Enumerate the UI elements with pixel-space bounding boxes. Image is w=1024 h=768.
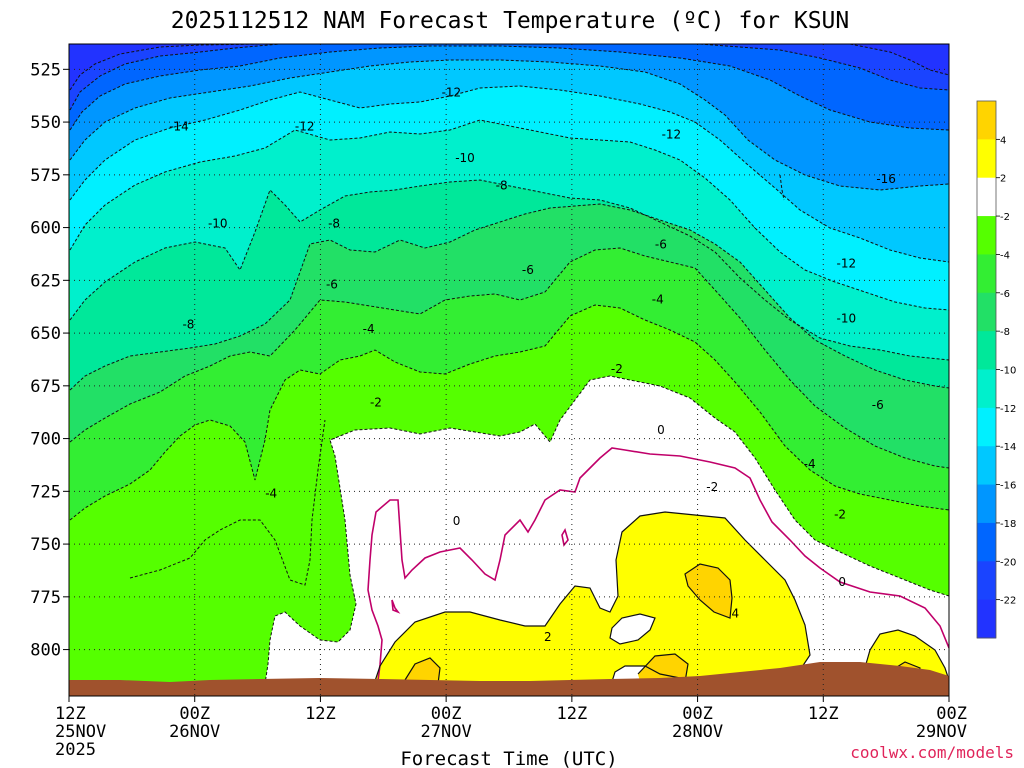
colorbar-swatch <box>977 216 996 255</box>
x-tick-label: 12Z <box>808 704 839 724</box>
contour-label: -10 <box>208 216 228 230</box>
colorbar-label: -16 <box>1000 481 1016 492</box>
contour-label: 0 <box>657 423 665 437</box>
contour-label: -4 <box>804 457 816 471</box>
contour-label: -6 <box>326 278 338 292</box>
colorbar-label: -12 <box>1000 404 1016 415</box>
colorbar-label: -10 <box>1000 366 1016 377</box>
colorbar-label: -18 <box>1000 519 1016 530</box>
colorbar-swatch <box>977 331 996 370</box>
colorbar-label: -4 <box>1000 250 1010 261</box>
y-tick-label: 700 <box>30 430 61 450</box>
band-4a <box>685 564 732 618</box>
plot-frame <box>68 43 950 697</box>
terrain <box>69 662 949 696</box>
colorbar: 4 2 -2 -4 -6 -8 -10 -12 -14 -16 -18 -20 -22 <box>976 100 1016 639</box>
colorbar-swatch <box>977 599 996 639</box>
y-axis: 525 550 575 600 625 650 675 700 725 750 775 800 <box>30 60 69 661</box>
y-tick-label: 775 <box>30 588 61 608</box>
credit-text: coolwx.com/models <box>850 743 1014 762</box>
x-tick-label: 00Z <box>936 704 967 724</box>
contour-label: -4 <box>652 292 664 306</box>
colorbar-label: 2 <box>1000 174 1006 185</box>
x-tick-label: 12Z <box>305 704 336 724</box>
x-tick-label: 26NOV <box>169 722 220 742</box>
contour-label: -2 <box>706 480 718 494</box>
x-tick-label: 00Z <box>179 704 210 724</box>
contour-label: 0 <box>453 514 461 528</box>
colorbar-label: -2 <box>1000 212 1010 223</box>
contour-label: -8 <box>182 318 194 332</box>
x-axis-title: Forecast Time (UTC) <box>400 748 617 768</box>
colorbar-swatch <box>977 101 996 140</box>
x-tick-label: 12Z <box>556 704 587 724</box>
x-tick-label: 27NOV <box>421 722 472 742</box>
contour-label: -10 <box>837 311 857 325</box>
zero-isotherm <box>367 447 949 696</box>
colorbar-label: -14 <box>1000 442 1016 453</box>
colorbar-swatch <box>977 369 996 409</box>
colorbar-label: -22 <box>1000 596 1016 607</box>
colorbar-swatch <box>977 139 996 179</box>
contour-label: -4 <box>363 322 375 336</box>
contour-label: -2 <box>370 396 382 410</box>
colorbar-label: -20 <box>1000 557 1016 568</box>
white-pocket-yellow <box>610 614 655 644</box>
colorbar-label: -8 <box>1000 327 1010 338</box>
colorbar-swatch <box>977 177 996 217</box>
x-tick-label: 00Z <box>431 704 462 724</box>
contour-label: -6 <box>655 237 667 251</box>
contour-label: -14 <box>169 119 189 133</box>
y-tick-label: 650 <box>30 324 61 344</box>
contour-label: -2 <box>834 508 846 522</box>
colorbar-swatch <box>977 522 996 562</box>
contour-label: -2 <box>611 362 623 376</box>
colorbar-swatch <box>977 292 996 332</box>
colorbar-label: 4 <box>1000 135 1006 146</box>
y-tick-label: 725 <box>30 482 61 502</box>
y-tick-label: 675 <box>30 377 61 397</box>
contour-label: -4 <box>265 486 277 500</box>
contour-label: -8 <box>496 178 508 192</box>
negative-contours <box>69 44 949 693</box>
contour-label: 0 <box>838 575 846 589</box>
contour-label: -8 <box>328 216 340 230</box>
contour-labels: -12 -14 -12 -12 -10 -8 -16 -10 -8 -6 -6 -12 -6 -4 -8 -1… <box>169 86 896 644</box>
y-tick-label: 750 <box>30 535 61 555</box>
contour-label: -6 <box>522 263 534 277</box>
contour-label: -10 <box>455 151 475 165</box>
colorbar-swatch <box>977 484 996 524</box>
contour-label: -12 <box>662 128 682 142</box>
x-tick-label: 00Z <box>682 704 713 724</box>
y-tick-label: 625 <box>30 271 61 291</box>
contour-label: 2 <box>544 630 552 644</box>
colorbar-swatch <box>977 561 996 601</box>
x-tick-label: 2025 <box>55 740 96 760</box>
plot-area: -12 -14 -12 -12 -10 -8 -16 -10 -8 -6 -6 -12 -6 -4 -8 -1… <box>69 44 949 696</box>
contour-label: -12 <box>442 86 462 100</box>
x-tick-label: 12Z <box>55 704 86 724</box>
y-tick-label: 575 <box>30 166 61 186</box>
y-tick-label: 800 <box>30 641 61 661</box>
colorbar-label: -6 <box>1000 289 1010 300</box>
colorbar-swatch <box>977 446 996 486</box>
y-tick-label: 550 <box>30 113 61 133</box>
contour-label: -12 <box>295 119 315 133</box>
chart-title: 2025112512 NAM Forecast Temperature (ºC)… <box>171 8 850 34</box>
gridlines <box>69 44 949 696</box>
x-tick-label: 29NOV <box>916 722 967 742</box>
x-tick-label: 28NOV <box>672 722 723 742</box>
y-tick-label: 525 <box>30 60 61 80</box>
colorbar-swatch <box>977 407 996 447</box>
x-tick-label: 25NOV <box>55 722 106 742</box>
contour-label: -12 <box>837 256 857 270</box>
contour-label: -6 <box>872 398 884 412</box>
contour-label: -16 <box>876 172 896 186</box>
colorbar-swatch <box>977 254 996 294</box>
contour-label: 4 <box>731 607 739 621</box>
y-tick-label: 600 <box>30 219 61 239</box>
